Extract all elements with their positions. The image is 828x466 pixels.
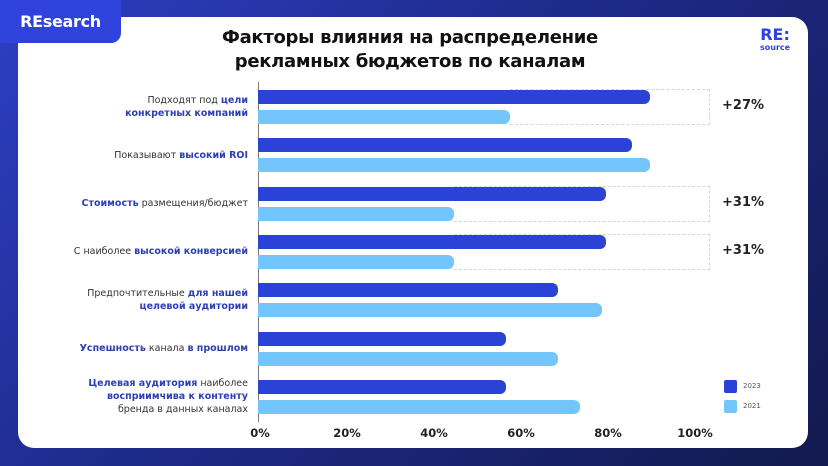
x-axis-tick: 100% (677, 426, 713, 440)
logo-main: RE: (760, 25, 790, 44)
resource-logo: RE: source (760, 25, 791, 53)
bar-2021 (258, 351, 559, 366)
difference-box (453, 185, 710, 222)
bar-2021 (258, 399, 580, 414)
category-label: Показывают высокий ROI (114, 149, 248, 161)
legend-swatch-2021 (724, 400, 737, 413)
category-label: Стоимость размещения/бюджет (81, 198, 249, 210)
x-axis-tick: 80% (594, 426, 622, 440)
category-label: Успешность канала в прошлом (79, 343, 248, 354)
difference-label: +27% (722, 98, 765, 113)
research-tag: REsearch (0, 0, 121, 43)
y-axis-line (258, 82, 259, 422)
legend-label-2021: 2021 (743, 402, 761, 410)
title-line-1: Факторы влияния на распределение (222, 27, 598, 48)
bar-2023 (258, 283, 559, 298)
bar-2023 (258, 234, 606, 249)
category-label: Подходят под цели конкретных компаний (125, 95, 248, 119)
bar-2023 (258, 331, 506, 346)
chart-card (18, 17, 808, 448)
category-label: Предпочтительные для нашей целевой аудито… (87, 288, 248, 313)
x-axis-tick: 0% (250, 426, 270, 440)
bar-2021 (258, 303, 602, 318)
legend-label-2023: 2023 (743, 382, 761, 390)
x-axis-tick: 60% (507, 426, 535, 440)
bar-2021 (258, 254, 454, 269)
bar-2023 (258, 138, 633, 153)
difference-label: +31% (722, 194, 765, 210)
bar-2021 (258, 158, 650, 173)
legend-swatch-2023 (724, 380, 737, 393)
chart-title: Факторы влияния на распределение рекламн… (190, 26, 630, 74)
bar-2021 (258, 110, 511, 124)
bar-2023 (258, 90, 650, 104)
bar-2023 (258, 379, 506, 394)
logo-sub: source (760, 43, 791, 52)
difference-label: +31% (722, 242, 765, 258)
x-axis-tick: 20% (333, 426, 361, 440)
category-label: Целевая аудитория наиболее восприимчива к… (88, 378, 248, 416)
title-line-2: рекламных бюджетов по каналам (234, 51, 586, 72)
difference-box (453, 233, 710, 270)
x-axis-tick: 40% (420, 426, 448, 440)
bar-2023 (258, 186, 606, 201)
difference-box (510, 89, 710, 125)
bar-2021 (258, 206, 454, 221)
category-label: С наиболее высокой конверсией (73, 246, 248, 258)
